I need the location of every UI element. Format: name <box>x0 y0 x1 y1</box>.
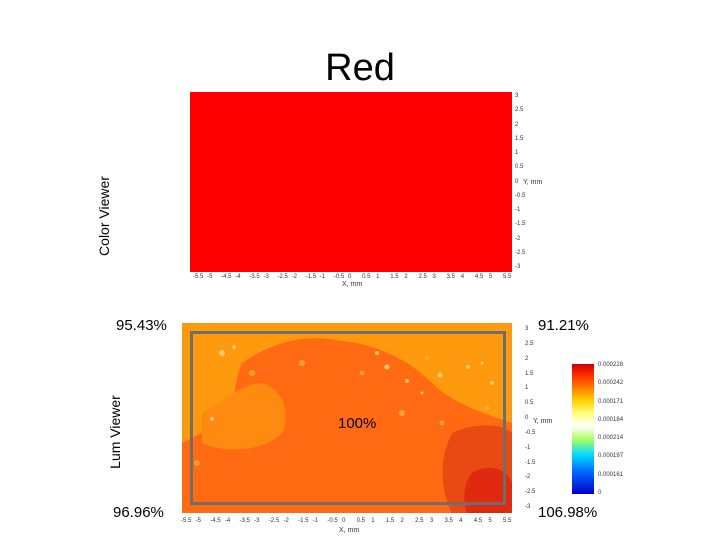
colorbar-label: 0.000228 <box>598 362 624 368</box>
y-tick-label: 1.5 <box>525 370 534 377</box>
y-tick-label: 2.5 <box>515 107 524 114</box>
x-tick-label: -1 <box>312 518 319 524</box>
colorbar-label: 0.000161 <box>598 471 624 478</box>
x-tick-label: 0.5 <box>362 274 371 280</box>
x-tick-label: 1 <box>371 518 375 524</box>
y-tick-label: -3 <box>525 504 531 510</box>
x-tick-label: -4.5 <box>210 518 221 524</box>
y-tick-label: -2.5 <box>515 249 526 256</box>
x-tick-label: -4 <box>224 518 231 524</box>
x-tick-label: 3.5 <box>446 274 455 280</box>
x-tick-label: -4 <box>235 274 241 280</box>
x-tick-label: -4.5 <box>221 274 232 280</box>
x-tick-label: 0 <box>348 274 352 280</box>
percent-top-left: 95.43% <box>116 317 167 334</box>
x-tick-label: -1.5 <box>298 518 309 524</box>
y-tick-label: 0.5 <box>515 164 524 171</box>
colorbar-label: 0.000197 <box>598 453 624 460</box>
x-tick-label: -3 <box>254 518 260 524</box>
x-tick-label: -5 <box>207 274 213 280</box>
y-tick-label: 0 <box>515 178 519 185</box>
x-tick-label: 4.5 <box>473 518 483 524</box>
x-tick-label: 1.5 <box>385 518 395 524</box>
y-tick-label: 1 <box>515 150 519 156</box>
lum-viewer-heatmap <box>182 323 512 513</box>
color-viewer-y-axis-label: Y, mm <box>523 179 543 186</box>
y-tick-label: 0.5 <box>525 400 534 407</box>
x-tick-label: 5 <box>488 274 493 280</box>
lum-viewer-label: Lum Viewer <box>107 395 123 469</box>
x-tick-label: 5 <box>488 518 492 524</box>
x-tick-label: 3.5 <box>444 518 453 524</box>
percent-top-right: 91.21% <box>538 317 589 334</box>
color-viewer-x-axis-label: X, mm <box>342 281 363 288</box>
y-tick-label: -1 <box>525 444 531 451</box>
y-tick-label: -0.5 <box>515 192 526 199</box>
x-tick-label: 4.5 <box>474 274 484 280</box>
x-tick-label: -2.5 <box>277 274 288 280</box>
x-tick-label: -5.5 <box>181 518 192 524</box>
page-title: Red <box>325 47 395 89</box>
x-tick-label: -2 <box>291 274 297 280</box>
y-tick-label: 0 <box>525 415 529 421</box>
x-tick-label: -2.5 <box>268 518 280 524</box>
y-tick-label: -3 <box>515 264 521 270</box>
x-tick-label: 3 <box>429 518 434 524</box>
y-tick-label: -1.5 <box>525 459 536 466</box>
x-tick-label: 4 <box>459 518 463 524</box>
colorbar-label: 0.000214 <box>598 435 624 442</box>
x-tick-label: -3 <box>263 274 269 280</box>
x-tick-label: 2 <box>400 518 404 524</box>
percent-center: 100% <box>338 415 377 432</box>
x-tick-label: 1 <box>376 274 380 280</box>
y-tick-label: -2.5 <box>525 489 536 496</box>
y-tick-label: 2 <box>525 355 529 362</box>
region-of-interest-frame <box>190 331 506 505</box>
x-tick-label: 0 <box>342 518 346 524</box>
y-tick-label: 3 <box>525 326 529 332</box>
y-tick-label: -2 <box>515 235 521 242</box>
x-tick-label: -3.5 <box>239 518 250 524</box>
x-tick-label: -0.5 <box>327 518 338 524</box>
x-tick-label: -5 <box>195 518 201 524</box>
percent-bottom-left: 96.96% <box>113 504 164 521</box>
lum-colorbar <box>572 364 594 494</box>
colorbar-label: 0.000171 <box>598 398 624 405</box>
colorbar-label: 0.000242 <box>598 380 624 387</box>
x-tick-label: -1.5 <box>305 274 317 280</box>
x-tick-label: -1 <box>319 274 326 280</box>
color-viewer-label: Color Viewer <box>96 176 112 256</box>
x-tick-label: -3.5 <box>249 274 260 280</box>
x-tick-label: 5.5 <box>503 274 512 280</box>
x-tick-label: -2 <box>283 518 289 524</box>
y-tick-label: 2.5 <box>525 340 534 347</box>
y-tick-label: 3 <box>515 93 519 99</box>
x-tick-label: -0.5 <box>333 274 345 280</box>
x-tick-label: 1.5 <box>390 274 399 280</box>
y-tick-label: 1.5 <box>515 135 524 142</box>
x-tick-label: 3 <box>432 274 436 280</box>
y-tick-label: -0.5 <box>525 429 536 436</box>
y-tick-label: 2 <box>515 121 519 128</box>
x-tick-label: 2 <box>404 274 408 280</box>
lum-viewer-x-axis-label: X, mm <box>339 527 360 534</box>
x-tick-label: 2.5 <box>415 518 424 524</box>
y-tick-label: 1 <box>525 385 529 392</box>
x-tick-label: 5.5 <box>503 518 512 524</box>
colorbar-label: 0.000184 <box>598 416 624 423</box>
y-tick-label: -2 <box>525 474 531 481</box>
lum-viewer-y-axis-label: Y, mm <box>533 418 553 425</box>
x-tick-label: -5.5 <box>193 274 204 280</box>
x-tick-label: 0.5 <box>356 518 365 524</box>
color-viewer-plot <box>190 92 512 272</box>
y-tick-label: -1.5 <box>515 221 526 228</box>
y-tick-label: -1 <box>515 207 521 213</box>
percent-bottom-right: 106.98% <box>538 504 598 521</box>
colorbar-label: 0 <box>598 490 602 496</box>
x-tick-label: 2.5 <box>418 274 427 280</box>
x-tick-label: 4 <box>460 274 465 280</box>
